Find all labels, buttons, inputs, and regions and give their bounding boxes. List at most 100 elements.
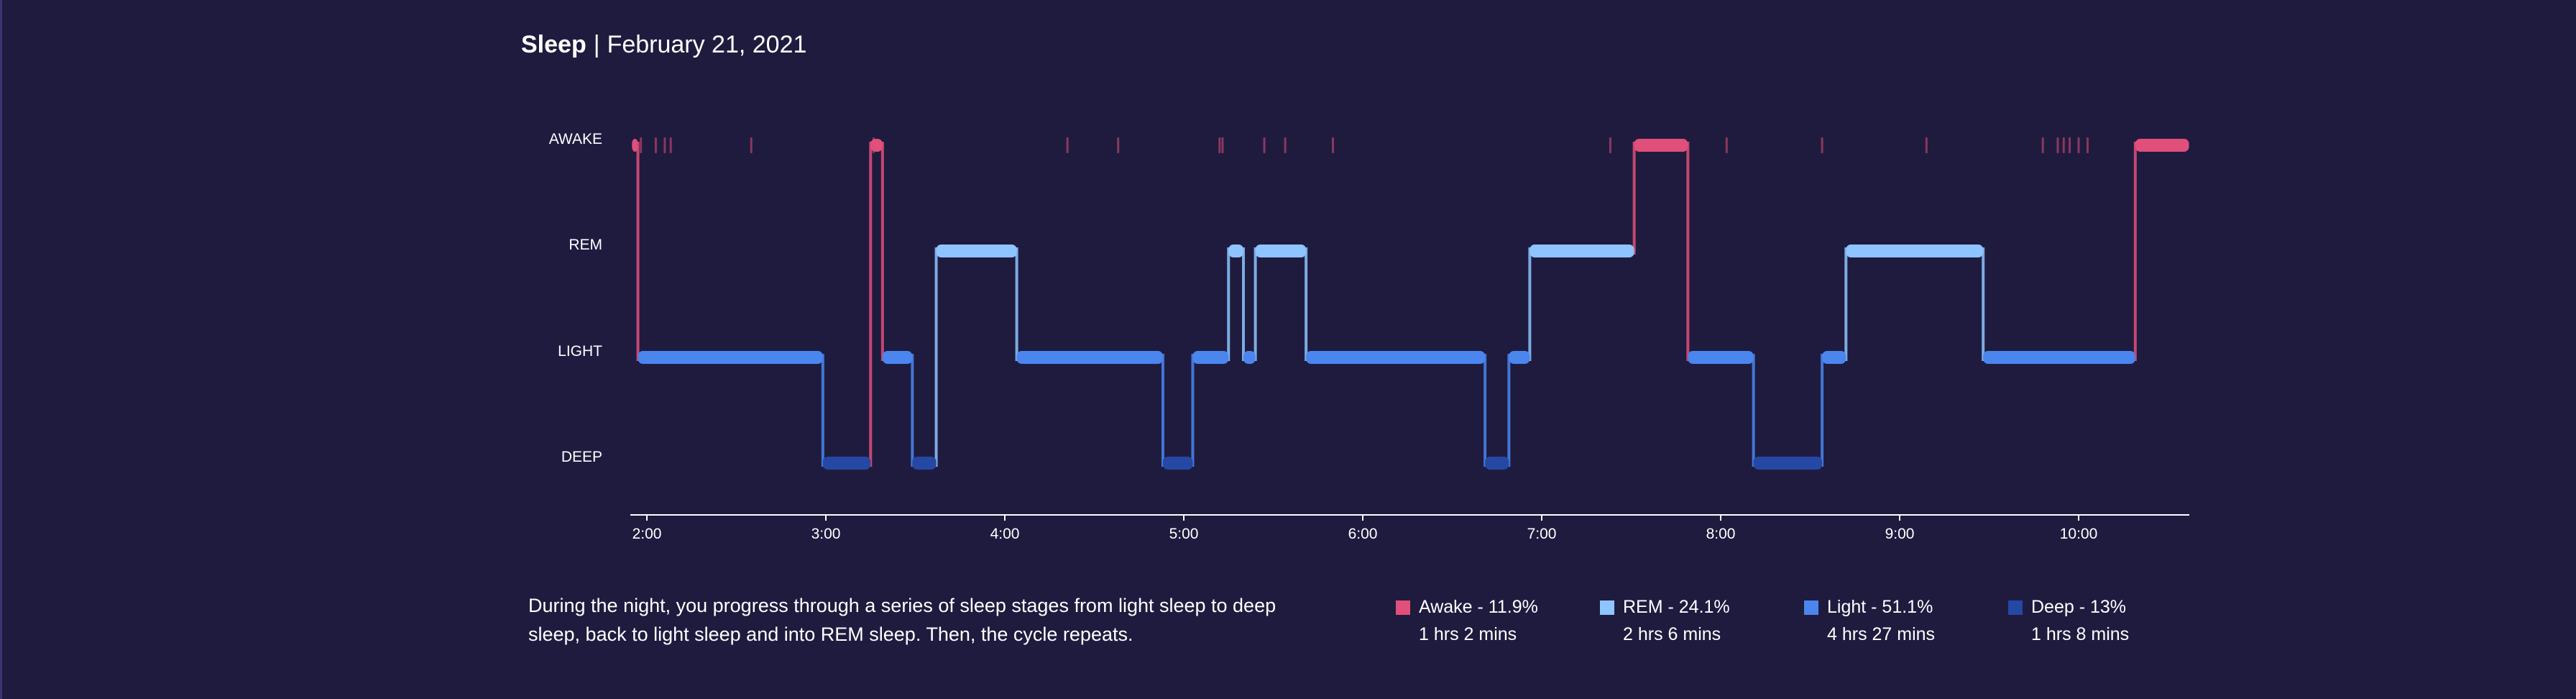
awake-tick xyxy=(2056,137,2059,153)
legend-swatch xyxy=(1396,600,1410,615)
stage-band-awake xyxy=(870,139,883,152)
stage-transition xyxy=(2133,142,2137,361)
x-tick-label: 10:00 xyxy=(2060,526,2098,542)
awake-tick xyxy=(1117,137,1120,153)
x-tick-label: 6:00 xyxy=(1348,526,1378,542)
stage-band-rem xyxy=(1228,245,1243,257)
awake-tick xyxy=(872,137,875,153)
stage-band-light xyxy=(1243,351,1256,364)
stage-band-light xyxy=(882,351,913,364)
x-tick-label: 8:00 xyxy=(1706,526,1736,542)
stage-band-awake xyxy=(1634,139,1688,152)
stage-transition xyxy=(1982,247,1985,361)
stage-transition xyxy=(880,142,884,361)
y-label-deep: DEEP xyxy=(561,449,602,465)
stage-transition xyxy=(636,142,640,361)
stage-band-deep xyxy=(912,457,937,470)
stage-band-light xyxy=(1983,351,2135,364)
stage-transition xyxy=(1686,142,1690,361)
stage-transition xyxy=(1507,354,1511,467)
stage-band-rem xyxy=(1255,245,1307,257)
x-tick-label: 2:00 xyxy=(632,526,662,542)
legend-swatch xyxy=(2008,600,2023,615)
legend-label: REM - 24.1% xyxy=(1623,597,1730,617)
stage-band-awake xyxy=(632,139,638,152)
stage-transition xyxy=(1484,354,1487,467)
awake-tick xyxy=(1218,137,1221,153)
awake-tick xyxy=(654,137,657,153)
stage-transition xyxy=(1227,247,1230,361)
awake-tick xyxy=(1725,137,1728,153)
stage-transition xyxy=(911,354,914,467)
sleep-stage-chart: AWAKE REM LIGHT DEEP 2:00 3:00 4:00 5:00 6:00 7:0… xyxy=(549,131,2189,542)
awake-tick xyxy=(2062,137,2065,153)
legend-duration: 2 hrs 6 mins xyxy=(1623,624,1721,644)
stage-transition xyxy=(1528,247,1532,361)
awake-tick xyxy=(2069,137,2071,153)
stage-transition xyxy=(934,247,938,467)
stage-transition xyxy=(1242,247,1245,361)
chart-description: During the night, you progress through a… xyxy=(528,595,1276,645)
x-tick-label: 5:00 xyxy=(1169,526,1199,542)
y-label-awake: AWAKE xyxy=(549,131,602,147)
stage-band-rem xyxy=(1846,245,1984,257)
stage-band-light xyxy=(1192,351,1229,364)
x-tick-label: 7:00 xyxy=(1527,526,1557,542)
stage-transition xyxy=(1254,247,1257,361)
stage-transition xyxy=(1161,354,1164,467)
stage-band-light xyxy=(1016,351,1163,364)
stage-band-deep xyxy=(1753,457,1823,470)
stage-transition xyxy=(1844,247,1848,361)
stage-band-awake xyxy=(2135,139,2189,152)
page-title: Sleep | February 21, 2021 xyxy=(521,27,806,62)
stage-band-deep xyxy=(1162,457,1193,470)
title-separator: | xyxy=(593,31,600,58)
stage-transition xyxy=(1015,247,1018,361)
stage-transition xyxy=(1632,142,1636,255)
window-left-border xyxy=(0,0,2,699)
awake-tick xyxy=(1221,137,1224,153)
x-tick-label: 4:00 xyxy=(990,526,1020,542)
legend-label: Light - 51.1% xyxy=(1827,597,1933,617)
awake-tick xyxy=(750,137,753,153)
stage-transition xyxy=(821,354,824,467)
stage-band-light xyxy=(1822,351,1846,364)
stage-band-light xyxy=(638,351,823,364)
awake-tick xyxy=(2041,137,2044,153)
title-text: Sleep xyxy=(521,31,586,58)
title-date: February 21, 2021 xyxy=(607,31,807,58)
awake-tick xyxy=(640,137,643,153)
legend-duration: 4 hrs 27 mins xyxy=(1827,624,1936,644)
legend-duration: 1 hrs 2 mins xyxy=(1419,624,1517,644)
x-tick-label: 9:00 xyxy=(1885,526,1915,542)
awake-tick xyxy=(1284,137,1287,153)
awake-tick xyxy=(1263,137,1266,153)
legend-swatch xyxy=(1804,600,1818,615)
legend-label: Awake - 11.9% xyxy=(1419,597,1538,617)
legend-swatch xyxy=(1600,600,1614,615)
awake-tick xyxy=(1066,137,1069,153)
stage-transition xyxy=(1821,354,1824,467)
stage-band-light xyxy=(1509,351,1530,364)
stage-band-light xyxy=(1306,351,1486,364)
awake-tick xyxy=(1609,137,1611,153)
legend-label: Deep - 13% xyxy=(2031,597,2127,617)
stage-transition xyxy=(1191,354,1195,467)
stage-band-light xyxy=(1688,351,1754,364)
stage-transition xyxy=(1752,354,1755,467)
awake-tick xyxy=(1332,137,1334,153)
x-tick-label: 3:00 xyxy=(811,526,841,542)
stage-band-rem xyxy=(1530,245,1634,257)
awake-tick xyxy=(2086,137,2089,153)
awake-tick xyxy=(2077,137,2080,153)
y-label-rem: REM xyxy=(569,237,602,253)
y-label-light: LIGHT xyxy=(558,343,602,360)
awake-tick xyxy=(1821,137,1823,153)
stage-band-rem xyxy=(936,245,1017,257)
stage-band-deep xyxy=(1485,457,1509,470)
awake-tick xyxy=(1925,137,1928,153)
awake-tick xyxy=(663,137,666,153)
stage-transition xyxy=(869,142,873,467)
awake-tick xyxy=(669,137,672,153)
stage-band-deep xyxy=(822,457,871,470)
